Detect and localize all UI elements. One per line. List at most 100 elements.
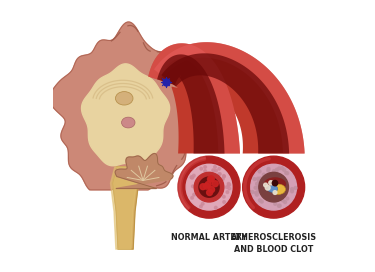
Circle shape (259, 172, 288, 202)
Circle shape (259, 177, 262, 180)
Text: NORMAL ARTERY: NORMAL ARTERY (171, 233, 247, 242)
Circle shape (265, 185, 270, 190)
Circle shape (209, 176, 214, 182)
Circle shape (191, 176, 194, 179)
Circle shape (178, 156, 240, 218)
Text: ATHEROSCLEROSIS
AND BLOOD CLOT: ATHEROSCLEROSIS AND BLOOD CLOT (231, 233, 317, 254)
Circle shape (255, 191, 258, 194)
Circle shape (214, 169, 217, 172)
Ellipse shape (122, 117, 135, 128)
Circle shape (267, 169, 270, 172)
Circle shape (223, 201, 225, 203)
Circle shape (284, 201, 286, 203)
Circle shape (272, 180, 278, 186)
Polygon shape (154, 42, 304, 153)
Circle shape (294, 187, 297, 190)
Circle shape (204, 166, 207, 168)
Circle shape (223, 175, 225, 178)
Ellipse shape (116, 92, 133, 105)
Circle shape (222, 175, 225, 177)
Polygon shape (157, 54, 225, 153)
Circle shape (228, 187, 231, 190)
Circle shape (276, 168, 279, 171)
Circle shape (192, 185, 194, 188)
Circle shape (200, 184, 206, 190)
Circle shape (200, 205, 202, 208)
Circle shape (228, 184, 231, 186)
Circle shape (278, 167, 280, 170)
Circle shape (190, 176, 193, 178)
Circle shape (254, 186, 257, 189)
Circle shape (201, 202, 204, 205)
Circle shape (274, 169, 278, 172)
Circle shape (258, 180, 261, 183)
Circle shape (222, 178, 224, 180)
Circle shape (209, 187, 214, 193)
Circle shape (285, 172, 288, 174)
Circle shape (256, 182, 258, 185)
Circle shape (193, 193, 195, 196)
Circle shape (291, 188, 294, 191)
Polygon shape (112, 167, 138, 249)
Circle shape (199, 177, 219, 197)
Circle shape (255, 193, 258, 196)
Circle shape (204, 170, 207, 172)
Circle shape (258, 199, 261, 202)
Circle shape (191, 196, 194, 199)
Circle shape (219, 173, 221, 175)
Circle shape (286, 197, 289, 200)
Circle shape (273, 170, 275, 173)
Circle shape (264, 183, 267, 187)
Polygon shape (161, 53, 289, 153)
Circle shape (214, 206, 217, 209)
Polygon shape (81, 64, 170, 166)
Circle shape (256, 186, 259, 189)
Circle shape (194, 172, 224, 202)
Circle shape (200, 167, 202, 170)
Circle shape (212, 181, 218, 187)
Circle shape (256, 177, 259, 180)
Circle shape (192, 174, 195, 177)
Circle shape (253, 178, 256, 181)
Circle shape (204, 183, 210, 189)
Circle shape (251, 190, 254, 193)
Ellipse shape (272, 184, 285, 194)
Circle shape (222, 195, 225, 198)
Circle shape (212, 169, 214, 172)
Circle shape (269, 181, 273, 185)
Circle shape (256, 190, 259, 193)
Circle shape (291, 190, 294, 193)
Circle shape (281, 199, 284, 202)
Circle shape (258, 170, 261, 173)
Circle shape (251, 164, 297, 210)
Circle shape (225, 186, 228, 188)
Circle shape (258, 179, 261, 181)
Circle shape (243, 156, 304, 218)
Circle shape (207, 176, 213, 182)
Circle shape (278, 204, 280, 207)
Circle shape (218, 167, 220, 170)
Polygon shape (50, 22, 202, 190)
Circle shape (286, 172, 289, 175)
Circle shape (260, 200, 263, 203)
Circle shape (280, 167, 284, 170)
Circle shape (228, 183, 230, 186)
Ellipse shape (264, 177, 286, 191)
Polygon shape (148, 43, 240, 153)
Circle shape (207, 190, 213, 196)
Polygon shape (111, 167, 136, 249)
Circle shape (214, 166, 216, 168)
Circle shape (186, 164, 232, 210)
Circle shape (278, 204, 281, 207)
Polygon shape (154, 42, 304, 153)
Circle shape (267, 167, 270, 170)
Ellipse shape (267, 185, 278, 192)
Circle shape (283, 169, 286, 171)
Polygon shape (115, 153, 173, 188)
Circle shape (217, 173, 220, 175)
Circle shape (274, 202, 277, 205)
Polygon shape (148, 43, 240, 153)
Circle shape (273, 191, 277, 194)
Circle shape (190, 176, 193, 179)
Circle shape (205, 181, 211, 187)
